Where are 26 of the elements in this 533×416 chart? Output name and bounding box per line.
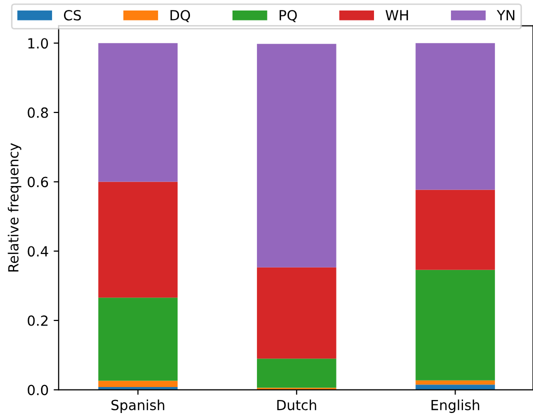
y-axis-title: Relative frequency [8, 143, 22, 272]
legend-label: DQ [170, 10, 190, 22]
bar [98, 182, 178, 298]
y-tick-label: 1.0 [28, 38, 48, 49]
bar [256, 358, 336, 388]
y-tick-label: 0.8 [28, 107, 48, 118]
bar [416, 380, 495, 385]
legend-label: CS [64, 10, 81, 20]
bar [416, 43, 495, 190]
y-tick-label: 0.4 [28, 246, 48, 257]
legend-label: PQ [280, 10, 297, 22]
y-tick-label: 0.0 [28, 384, 48, 396]
bar [416, 270, 495, 380]
bar [416, 190, 495, 270]
bar [98, 380, 178, 388]
legend-label: YN [496, 10, 514, 20]
y-tick-label: 0.6 [28, 176, 48, 188]
x-tick-label: English [432, 400, 480, 413]
bar [98, 298, 178, 381]
bar [98, 43, 178, 182]
x-tick-label: Dutch [277, 400, 316, 410]
legend-label: WH [386, 10, 408, 20]
bar [256, 267, 336, 359]
x-tick-label: Spanish [111, 400, 164, 413]
bar [256, 44, 336, 268]
y-tick-label: 0.2 [28, 315, 48, 326]
